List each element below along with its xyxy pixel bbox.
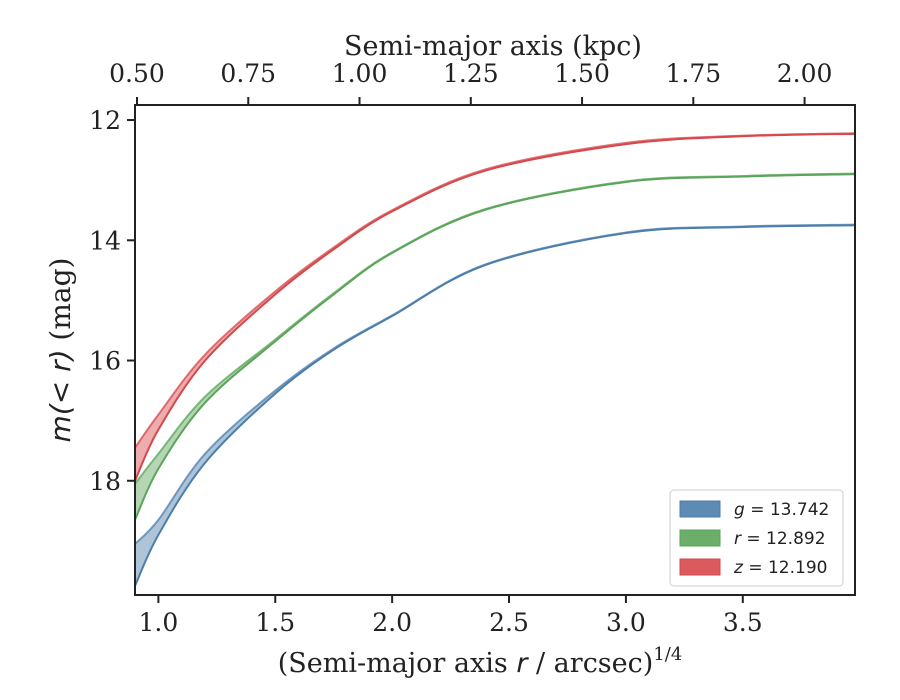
bottom-axis-ticks: 1.0 1.5 2.0 2.5 3.0 3.5 [138,595,763,637]
series-r-upper-line [135,172,855,485]
series-z [135,132,855,482]
left-axis-ticks: 12 14 16 18 [89,106,135,496]
left-tick-label: 12 [89,106,121,135]
legend-item-g: g = 13.742 [679,500,829,520]
legend-label: z = 12.190 [733,558,827,578]
top-tick-label: 1.50 [554,59,610,88]
bottom-tick-label: 3.5 [723,608,763,637]
plot-frame [134,104,856,596]
y-axis-label-unit: (mag) [44,258,77,350]
top-tick-label: 0.50 [109,59,165,88]
top-tick-label: 1.75 [665,59,721,88]
x-axis-label-mid: / arcsec) [527,648,653,679]
y-axis-label-math: m(< r) [44,349,77,442]
series-g [135,223,855,587]
bottom-tick-label: 2.5 [489,608,529,637]
series-layer [135,132,855,587]
legend-swatch [679,558,721,576]
legend-label-value: = 12.190 [743,558,828,578]
bottom-tick-label: 3.0 [606,608,646,637]
left-tick-label: 16 [89,347,121,376]
legend-label: r = 12.892 [734,529,826,549]
left-tick-label: 14 [89,226,121,255]
x-axis-label-var: r [516,648,529,679]
x-axis-label-prefix: (Semi-major axis [278,648,517,679]
series-r-lower-line [135,173,855,521]
legend-label-var: g [734,500,745,520]
legend-swatch [679,529,721,547]
top-axis-label: Semi-major axis (kpc) [344,31,642,62]
bottom-tick-label: 1.0 [138,608,178,637]
series-g-lower-line [135,224,855,587]
legend-swatch [679,500,721,518]
bottom-tick-label: 2.0 [372,608,412,637]
legend-label-value: = 13.742 [745,500,830,520]
series-r [135,172,855,521]
left-tick-label: 18 [89,467,121,496]
series-z-band [135,133,855,481]
legend-item-z: z = 12.190 [679,558,827,578]
x-axis-label-exp: 1/4 [653,644,682,665]
legend-label: g = 13.742 [734,500,829,520]
top-axis-ticks: 0.50 0.75 1.00 1.25 1.50 1.75 2.00 [109,59,832,105]
top-tick-label: 2.00 [777,59,833,88]
top-tick-label: 0.75 [220,59,276,88]
legend-label-value: = 12.892 [741,529,826,549]
series-z-upper-line [135,132,855,449]
series-z-lower-line [135,132,855,482]
y-axis-label: m(< r) (mag) [44,258,77,443]
legend-item-r: r = 12.892 [679,529,826,549]
top-tick-label: 1.25 [443,59,499,88]
legend-label-var: z [733,558,744,578]
top-tick-label: 1.00 [332,59,388,88]
legend-label-var: r [734,529,742,549]
bottom-tick-label: 1.5 [255,608,295,637]
x-axis-label: (Semi-major axis r / arcsec)1/4 [278,644,683,679]
